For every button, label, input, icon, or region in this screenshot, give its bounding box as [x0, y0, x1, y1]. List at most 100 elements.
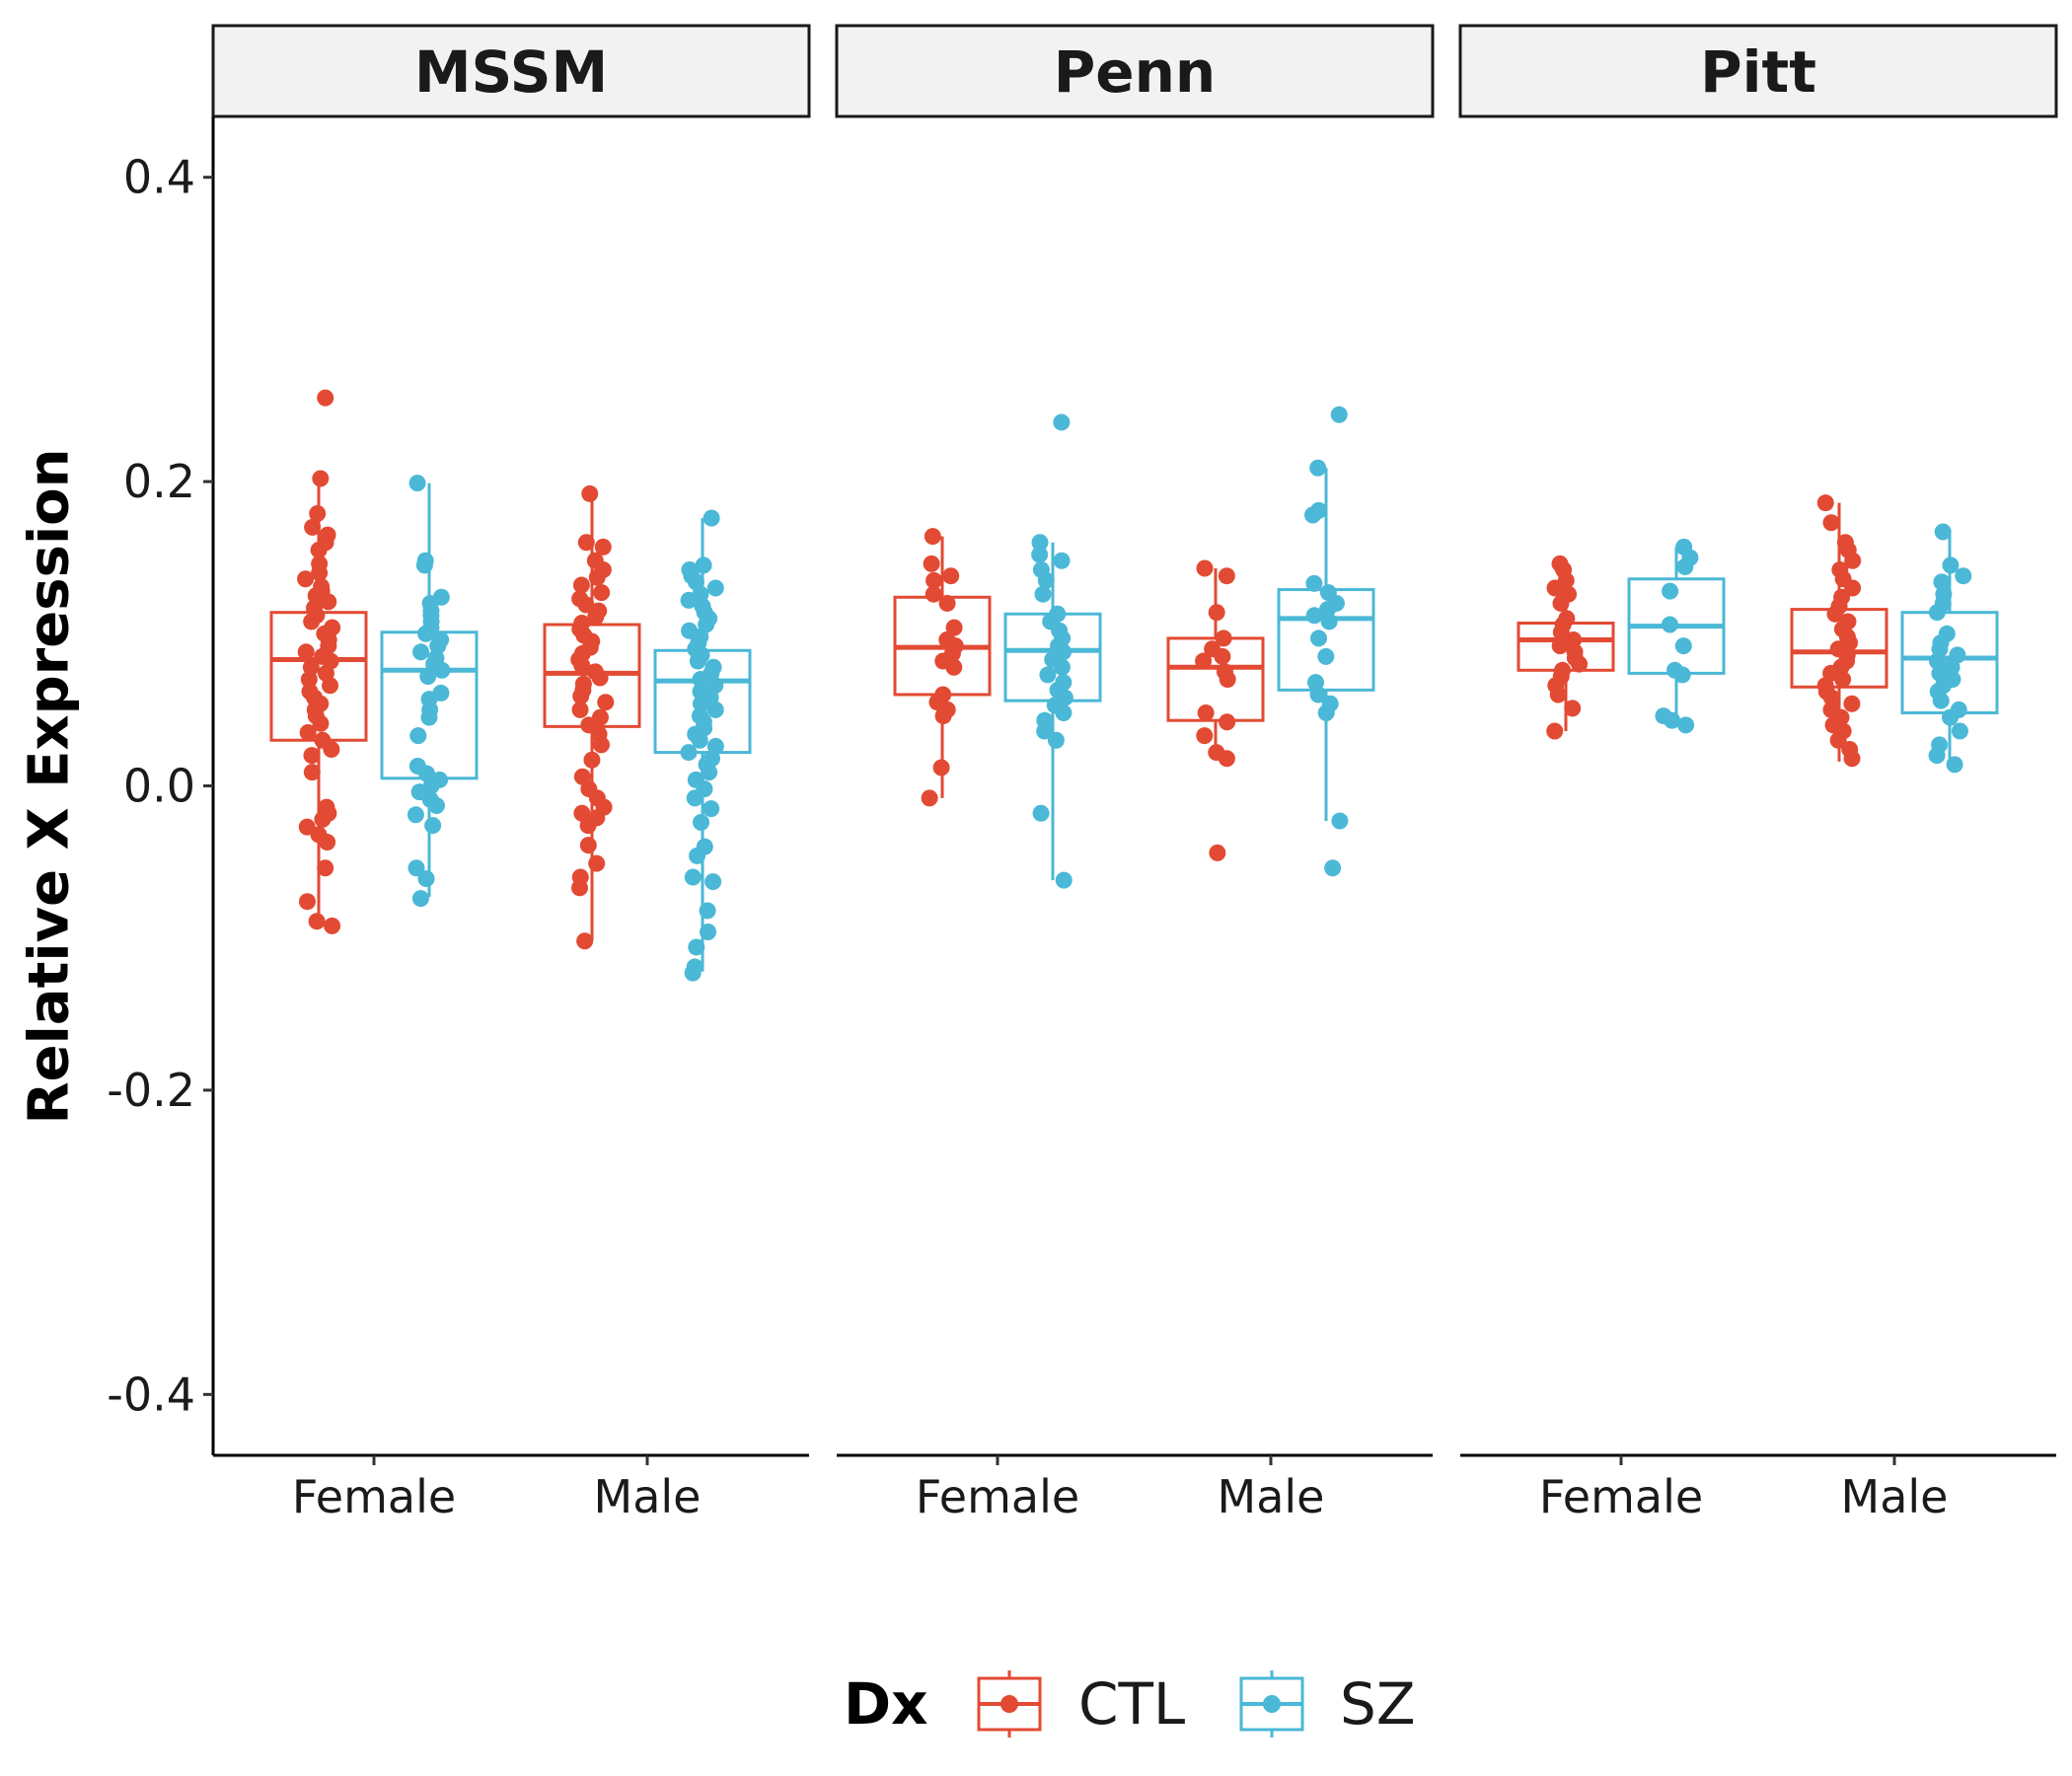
point-penn-female-sz-0	[1053, 413, 1071, 431]
facet-strip-label-mssm: MSSM	[414, 38, 608, 106]
point-mssm-female-sz-21	[409, 727, 427, 745]
legend-key-ctl-dot	[1000, 1695, 1018, 1713]
point-penn-female-sz-1	[1031, 534, 1049, 552]
point-pitt-female-sz-10	[1677, 716, 1695, 734]
legend-title: Dx	[844, 1670, 928, 1738]
x-tick-label-penn-male: Male	[1218, 1470, 1325, 1523]
point-pitt-female-sz-9	[1664, 711, 1681, 729]
point-mssm-male-ctl-9	[577, 596, 595, 614]
point-mssm-male-ctl-0	[581, 484, 599, 502]
point-mssm-male-sz-46	[700, 924, 717, 941]
point-mssm-male-sz-1	[695, 556, 712, 574]
point-pitt-female-sz-4	[1661, 616, 1678, 633]
point-mssm-male-ctl-26	[571, 701, 589, 718]
point-mssm-male-sz-40	[693, 814, 710, 832]
point-penn-male-sz-15	[1317, 703, 1335, 721]
box-group-pitt-male-sz	[1900, 523, 1999, 774]
point-mssm-female-sz-9	[417, 625, 435, 642]
legend-key-sz-dot	[1263, 1695, 1281, 1713]
point-pitt-female-sz-5	[1674, 637, 1692, 655]
point-mssm-female-ctl-38	[303, 764, 321, 781]
point-mssm-female-ctl-48	[324, 917, 341, 934]
point-penn-female-ctl-16	[932, 759, 950, 777]
legend-key-sz	[1239, 1670, 1304, 1738]
facet-strip-pitt	[1458, 24, 2058, 118]
point-penn-male-sz-11	[1317, 647, 1335, 665]
point-pitt-male-ctl-10	[1826, 605, 1844, 623]
facet-strip-mssm	[211, 24, 811, 118]
point-pitt-female-ctl-13	[1571, 655, 1589, 673]
legend: Dx CTL SZ	[844, 1670, 1416, 1738]
point-mssm-female-ctl-1	[312, 470, 330, 487]
point-mssm-male-sz-5	[706, 579, 724, 597]
point-mssm-female-sz-0	[408, 475, 426, 492]
box-group-pitt-female-sz	[1627, 538, 1726, 734]
point-pitt-female-ctl-17	[1549, 686, 1567, 703]
point-penn-female-sz-20	[1055, 703, 1073, 721]
box-group-pitt-female-ctl	[1517, 555, 1615, 740]
point-mssm-male-ctl-21	[591, 669, 609, 687]
point-penn-male-sz-9	[1320, 613, 1338, 630]
point-penn-female-sz-2	[1031, 546, 1049, 563]
y-tick-label-2: 0.0	[123, 760, 195, 813]
point-mssm-female-sz-2	[415, 556, 433, 574]
point-penn-male-sz-7	[1319, 601, 1337, 619]
point-pitt-male-sz-0	[1934, 523, 1952, 541]
point-mssm-male-sz-43	[684, 868, 702, 886]
point-pitt-male-ctl-4	[1844, 552, 1862, 569]
point-penn-male-sz-0	[1330, 406, 1348, 423]
point-mssm-male-ctl-24	[572, 688, 590, 705]
point-penn-female-sz-25	[1055, 871, 1073, 889]
point-mssm-male-sz-38	[686, 789, 703, 807]
point-penn-male-sz-3	[1303, 506, 1321, 524]
point-mssm-female-ctl-33	[312, 714, 330, 732]
point-pitt-male-sz-20	[1951, 722, 1968, 740]
point-penn-female-ctl-1	[923, 555, 940, 572]
point-mssm-male-ctl-1	[577, 534, 595, 552]
point-mssm-female-ctl-3	[304, 518, 322, 536]
point-mssm-male-sz-47	[688, 938, 705, 956]
facet-strip-penn	[835, 24, 1435, 118]
point-penn-female-ctl-15	[934, 707, 952, 725]
point-penn-male-sz-8	[1305, 607, 1323, 625]
y-axis-title: Relative X Expression	[18, 449, 82, 1125]
point-mssm-male-sz-49	[684, 964, 702, 982]
point-mssm-male-ctl-30	[592, 736, 610, 754]
point-mssm-female-sz-15	[433, 661, 451, 679]
box-group-penn-female-ctl	[893, 528, 992, 807]
point-pitt-male-ctl-23	[1822, 689, 1840, 706]
point-mssm-female-ctl-44	[319, 834, 336, 851]
point-mssm-female-ctl-16	[303, 613, 321, 630]
point-mssm-male-ctl-25	[597, 694, 615, 711]
point-pitt-male-ctl-29	[1829, 731, 1847, 749]
point-penn-female-sz-15	[1039, 666, 1057, 684]
point-mssm-female-ctl-46	[298, 893, 316, 911]
point-penn-female-sz-3	[1053, 552, 1071, 569]
point-penn-male-sz-10	[1310, 629, 1328, 647]
box-group-mssm-male-ctl	[543, 484, 641, 950]
x-tick-label-pitt-male: Male	[1841, 1470, 1949, 1523]
point-penn-male-ctl-5	[1214, 647, 1231, 665]
point-pitt-male-ctl-24	[1843, 695, 1861, 712]
point-mssm-female-sz-16	[419, 667, 437, 685]
point-mssm-female-sz-20	[420, 708, 438, 726]
point-mssm-female-sz-31	[407, 859, 425, 877]
point-penn-female-sz-22	[1036, 722, 1054, 740]
point-mssm-male-sz-30	[691, 731, 708, 749]
box-group-mssm-female-ctl	[269, 389, 368, 934]
point-mssm-male-ctl-5	[588, 568, 606, 586]
point-mssm-male-ctl-11	[587, 608, 605, 626]
point-mssm-female-ctl-0	[317, 389, 334, 407]
point-pitt-female-ctl-18	[1564, 700, 1582, 717]
chart-marks	[269, 389, 1999, 982]
point-penn-female-sz-23	[1047, 731, 1065, 749]
point-mssm-male-ctl-42	[571, 879, 589, 897]
point-mssm-male-sz-39	[703, 800, 720, 818]
point-penn-male-sz-13	[1309, 686, 1327, 703]
facet-panel-penn: Penn	[835, 24, 1435, 118]
point-pitt-male-sz-6	[1928, 604, 1946, 622]
point-mssm-male-sz-25	[706, 701, 724, 718]
legend-label-ctl: CTL	[1078, 1670, 1185, 1738]
chart-axes: -0.4 -0.2 0.0 0.2 0.4 Female Male Female Male Fem…	[107, 116, 2056, 1523]
